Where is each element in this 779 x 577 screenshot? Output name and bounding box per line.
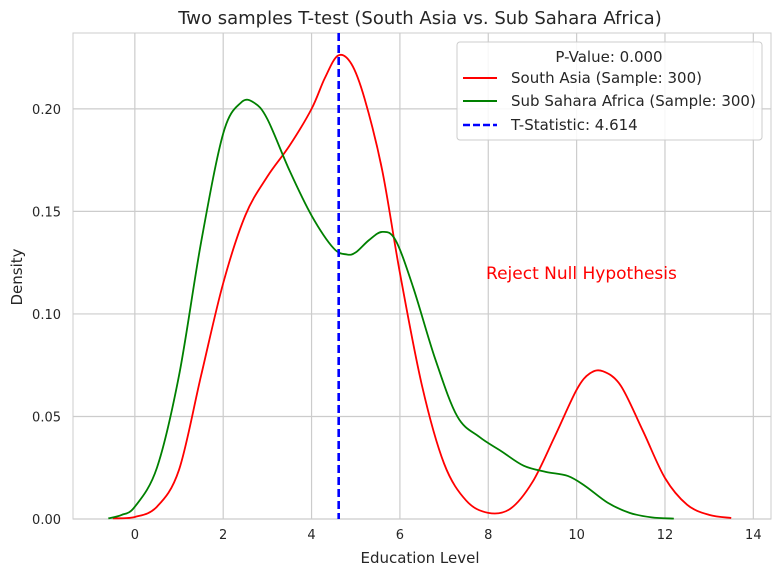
series-layer bbox=[108, 53, 732, 520]
x-tick-label: 10 bbox=[568, 528, 585, 543]
x-tick-label: 4 bbox=[307, 528, 315, 543]
x-axis-label: Education Level bbox=[360, 549, 479, 567]
legend-label-sub-sahara-africa: Sub Sahara Africa (Sample: 300) bbox=[511, 92, 756, 110]
y-tick-label: 0.10 bbox=[32, 308, 61, 323]
y-tick-label: 0.20 bbox=[32, 103, 61, 118]
plot-frame bbox=[72, 32, 772, 520]
legend-label-south-asia: South Asia (Sample: 300) bbox=[511, 69, 702, 87]
legend: P-Value: 0.000 South Asia (Sample: 300) … bbox=[456, 41, 763, 141]
y-tick-label: 0.05 bbox=[32, 410, 61, 425]
sub-sahara-africa-density-line bbox=[108, 98, 674, 520]
legend-label-t-statistic: T-Statistic: 4.614 bbox=[510, 116, 638, 134]
x-tick-label: 2 bbox=[219, 528, 227, 543]
x-tick-label: 14 bbox=[745, 528, 762, 543]
legend-box bbox=[456, 41, 763, 141]
x-tick-label: 12 bbox=[657, 528, 674, 543]
legend-title: P-Value: 0.000 bbox=[555, 48, 662, 66]
y-tick-label: 0.15 bbox=[32, 205, 61, 220]
south-asia-density-line bbox=[112, 53, 732, 520]
reject-null-annotation: Reject Null Hypothesis bbox=[486, 264, 677, 284]
x-tick-label: 0 bbox=[131, 528, 139, 543]
x-tick-label: 6 bbox=[396, 528, 404, 543]
x-tick-label: 8 bbox=[484, 528, 492, 543]
chart-title: Two samples T-test (South Asia vs. Sub S… bbox=[177, 8, 662, 29]
tick-labels: 0 2 4 6 8 10 12 14 0.00 0.05 0.10 0.15 0.20 bbox=[32, 103, 762, 543]
y-tick-label: 0.00 bbox=[32, 513, 61, 528]
y-axis-label: Density bbox=[8, 248, 26, 305]
